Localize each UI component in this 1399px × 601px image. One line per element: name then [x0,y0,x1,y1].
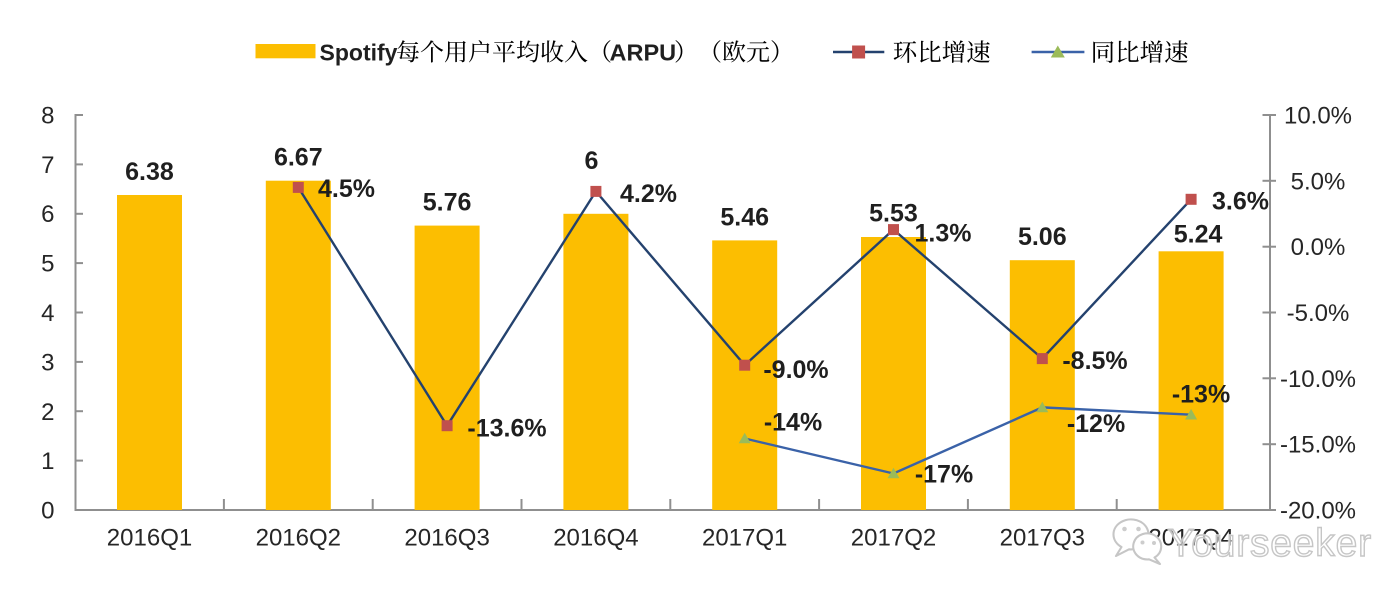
svg-text:5.53: 5.53 [869,200,918,228]
svg-text:5.06: 5.06 [1018,223,1067,251]
svg-text:8: 8 [41,103,54,130]
svg-text:10.0%: 10.0% [1284,103,1352,130]
svg-text:6.67: 6.67 [274,144,323,172]
svg-text:-13.6%: -13.6% [467,415,546,443]
svg-text:-10.0%: -10.0% [1280,366,1356,393]
svg-text:2017Q4: 2017Q4 [1148,525,1233,552]
svg-text:5.0%: 5.0% [1291,168,1346,195]
svg-text:-12%: -12% [1067,410,1125,438]
svg-text:1.3%: 1.3% [915,220,972,248]
svg-text:2017Q2: 2017Q2 [851,525,936,552]
svg-text:2017Q3: 2017Q3 [1000,525,1085,552]
svg-text:1: 1 [41,448,54,475]
svg-text:5.46: 5.46 [720,203,769,231]
svg-text:2016Q2: 2016Q2 [256,525,341,552]
svg-text:6.38: 6.38 [125,158,174,186]
svg-text:4.5%: 4.5% [318,175,375,203]
svg-text:6: 6 [41,201,54,228]
svg-text:0: 0 [41,498,54,525]
svg-text:4.2%: 4.2% [620,180,677,208]
svg-text:Yourseeker: Yourseeker [1168,522,1372,565]
svg-text:-14%: -14% [764,409,822,437]
svg-text:2016Q1: 2016Q1 [107,525,192,552]
svg-text:Yourseeker: Yourseeker [1168,522,1372,565]
svg-text:-20.0%: -20.0% [1280,498,1356,525]
svg-text:5.76: 5.76 [423,189,472,217]
svg-text:-17%: -17% [915,461,973,489]
svg-text:2016Q3: 2016Q3 [404,525,489,552]
svg-text:Spotify: Spotify [320,40,398,66]
svg-text:2017Q1: 2017Q1 [702,525,787,552]
svg-text:-9.0%: -9.0% [763,356,828,384]
svg-text:2: 2 [41,399,54,426]
svg-text:ARPU: ARPU [610,40,677,66]
svg-text:5: 5 [41,251,54,278]
svg-text:-15.0%: -15.0% [1280,432,1356,459]
svg-text:3.6%: 3.6% [1212,188,1269,216]
svg-text:0.0%: 0.0% [1291,234,1346,261]
svg-text:2016Q4: 2016Q4 [553,525,638,552]
svg-text:3: 3 [41,349,54,376]
svg-text:-8.5%: -8.5% [1062,347,1127,375]
svg-text:7: 7 [41,152,54,179]
svg-text:-13%: -13% [1172,381,1230,409]
svg-text:-5.0%: -5.0% [1287,300,1350,327]
svg-text:6: 6 [584,147,598,175]
svg-text:5.24: 5.24 [1174,221,1223,249]
svg-text:4: 4 [41,300,54,327]
